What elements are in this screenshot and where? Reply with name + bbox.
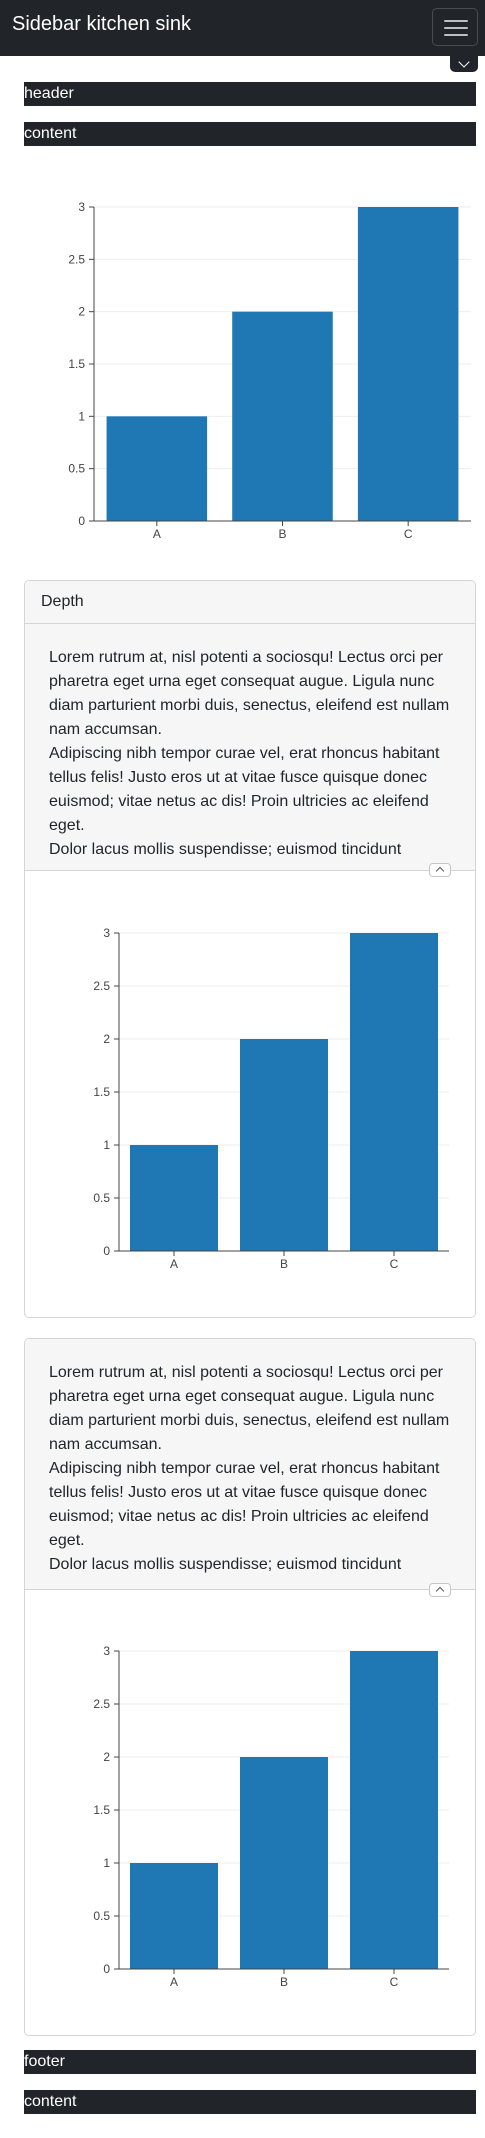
bar-C (350, 1651, 438, 1969)
bar-chart-2: 0 0.5 1 1.5 2 2.5 3 A B C (93, 926, 449, 1271)
x-tick-label: B (278, 527, 286, 541)
y-tick-label: 2.5 (93, 1697, 110, 1711)
content-strip-bottom: content (24, 2090, 476, 2114)
sidebar-paragraph: Dolor lacus mollis suspendisse; euismod … (49, 1556, 402, 1573)
chevron-down-icon[interactable] (450, 56, 478, 72)
y-tick-label: 1.5 (68, 357, 85, 371)
sidebar-pane: Lorem rutrum at, nisl potenti a sociosqu… (25, 1339, 475, 1590)
bar-B (240, 1757, 328, 1969)
x-tick-label: A (153, 527, 161, 541)
y-tick-label: 3 (103, 1644, 110, 1658)
x-tick-label: C (404, 527, 413, 541)
bar-A (130, 1145, 218, 1251)
bar-chart-1: 0 0.5 1 1.5 2 2.5 3 A B C (68, 200, 471, 541)
x-tick-label: B (280, 1975, 288, 1989)
sidebar-paragraph: Lorem rutrum at, nisl potenti a sociosqu… (49, 649, 450, 738)
chevron-up-icon[interactable] (429, 1583, 451, 1597)
x-tick-label: A (170, 1975, 178, 1989)
sidebar-card: Lorem rutrum at, nisl potenti a sociosqu… (24, 1338, 476, 2036)
y-tick-label: 2.5 (93, 979, 110, 993)
y-tick-label: 1.5 (93, 1085, 110, 1099)
y-tick-label: 2 (103, 1750, 110, 1764)
navbar: Sidebar kitchen sink (0, 0, 485, 56)
sidebar-paragraph: Lorem rutrum at, nisl potenti a sociosqu… (49, 1364, 450, 1453)
x-tick-label: C (390, 1257, 399, 1271)
y-tick-label: 1 (103, 1856, 110, 1870)
y-tick-label: 0 (78, 514, 85, 528)
y-tick-label: 0 (103, 1962, 110, 1976)
content-strip-top: content (24, 122, 476, 146)
y-tick-label: 1 (103, 1138, 110, 1152)
card-header: Depth (25, 581, 475, 624)
bar-C (357, 207, 459, 521)
x-tick-label: B (280, 1257, 288, 1271)
card-title: Depth (41, 593, 84, 610)
sidebar-pane: Lorem rutrum at, nisl potenti a sociosqu… (25, 624, 475, 871)
x-tick-label: A (170, 1257, 178, 1271)
y-tick-label: 1 (78, 409, 85, 423)
footer-strip: footer (24, 2050, 476, 2074)
x-tick-label: C (390, 1975, 399, 1989)
header-strip: header (24, 82, 476, 106)
y-tick-label: 3 (103, 926, 110, 940)
sidebar-card-depth: Depth Lorem rutrum at, nisl potenti a so… (24, 580, 476, 1318)
hamburger-icon[interactable] (432, 8, 478, 46)
y-tick-label: 0.5 (93, 1191, 110, 1205)
y-tick-label: 2 (103, 1032, 110, 1046)
bar-chart-3: 0 0.5 1 1.5 2 2.5 3 A B C (93, 1644, 449, 1989)
bar-A (106, 416, 208, 521)
y-tick-label: 2 (78, 305, 85, 319)
app-title: Sidebar kitchen sink (12, 13, 191, 35)
sidebar-paragraph: Adipiscing nibh tempor curae vel, erat r… (49, 1460, 440, 1549)
y-tick-label: 2.5 (68, 252, 85, 266)
bar-C (350, 933, 438, 1251)
sidebar-paragraph: Dolor lacus mollis suspendisse; euismod … (49, 841, 402, 858)
y-tick-label: 3 (78, 200, 85, 214)
y-tick-label: 0.5 (93, 1909, 110, 1923)
y-tick-label: 0 (103, 1244, 110, 1258)
bar-A (130, 1863, 218, 1969)
y-tick-label: 0.5 (68, 462, 85, 476)
y-tick-label: 1.5 (93, 1803, 110, 1817)
chevron-up-icon[interactable] (429, 863, 451, 877)
sidebar-paragraph: Adipiscing nibh tempor curae vel, erat r… (49, 745, 440, 834)
bar-B (232, 311, 333, 521)
bar-B (240, 1039, 328, 1251)
